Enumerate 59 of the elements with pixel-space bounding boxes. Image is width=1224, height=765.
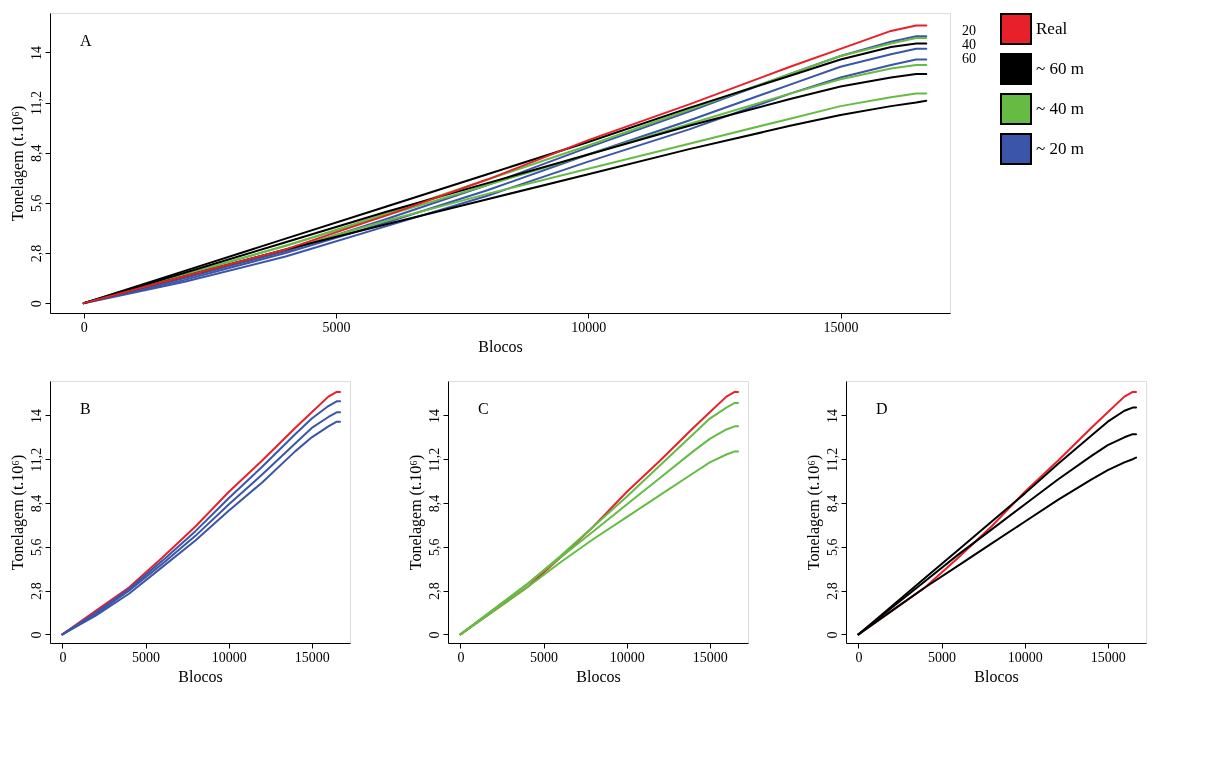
- y-axis-title: Tonelagem (t.10⁶): [406, 454, 425, 571]
- x-tick-label: 0: [457, 649, 465, 665]
- x-tick-label: 10000: [609, 649, 645, 665]
- y-tick-label: 2,8: [824, 582, 840, 600]
- x-tick-label: 5000: [132, 649, 161, 665]
- x-tick-label: 10000: [571, 319, 607, 335]
- y-tick-label: 5,6: [824, 538, 840, 557]
- y-axis-title: Tonelagem (t.10⁶): [804, 454, 823, 571]
- y-tick-label: 8,4: [28, 144, 44, 162]
- y-tick-label: 5,6: [28, 538, 44, 557]
- x-tick-label: 0: [80, 319, 88, 335]
- y-tick-label: 14: [28, 408, 44, 423]
- legend-label: Real: [1036, 19, 1068, 38]
- text: 20: [962, 23, 976, 38]
- y-tick-label: 14: [28, 45, 44, 60]
- legend-label: ~ 60 m: [1036, 59, 1084, 78]
- y-tick-label: 8,4: [824, 494, 840, 513]
- annotation: A: [80, 32, 92, 49]
- x-axis-title: Blocos: [478, 337, 523, 355]
- annotation: C: [478, 400, 489, 417]
- y-tick-label: 2,8: [426, 582, 442, 600]
- y-tick-label: 2,8: [28, 244, 44, 263]
- y-tick-label: 5,6: [28, 194, 44, 213]
- x-tick-label: 15000: [692, 649, 728, 665]
- x-tick-label: 5000: [530, 649, 559, 665]
- x-tick-label: 0: [59, 649, 67, 665]
- x-tick-label: 0: [855, 649, 863, 665]
- y-tick-label: 0: [28, 300, 44, 308]
- legend-label: ~ 20 m: [1036, 139, 1084, 158]
- x-tick-label: 10000: [211, 649, 247, 665]
- x-tick-label: 5000: [322, 319, 351, 335]
- y-tick-label: 11,2: [426, 447, 442, 472]
- text: 60: [962, 51, 976, 66]
- text: 40: [962, 37, 976, 52]
- y-tick-label: 8,4: [28, 494, 44, 513]
- x-tick-label: 10000: [1007, 649, 1043, 665]
- y-tick-label: 14: [824, 408, 840, 423]
- y-tick-label: 14: [426, 408, 442, 423]
- y-tick-label: 11,2: [824, 447, 840, 472]
- x-tick-label: 15000: [1090, 649, 1126, 665]
- x-axis-title: Blocos: [178, 667, 223, 685]
- y-axis-title: Tonelagem (t.10⁶): [8, 105, 27, 222]
- y-tick-label: 11,2: [28, 447, 44, 472]
- x-axis-title: Blocos: [576, 667, 621, 685]
- y-tick-label: 2,8: [28, 582, 44, 600]
- y-tick-label: 11,2: [28, 91, 44, 116]
- legend-label: ~ 40 m: [1036, 99, 1084, 118]
- y-tick-label: 0: [426, 631, 442, 639]
- y-tick-label: 5,6: [426, 538, 442, 557]
- annotation: B: [80, 400, 91, 417]
- x-tick-label: 15000: [294, 649, 330, 665]
- y-axis-title: Tonelagem (t.10⁶): [8, 454, 27, 571]
- x-tick-label: 5000: [928, 649, 957, 665]
- y-tick-label: 8,4: [426, 494, 442, 513]
- annotation: D: [876, 400, 888, 417]
- y-tick-label: 0: [824, 631, 840, 639]
- y-tick-label: 0: [28, 631, 44, 639]
- x-axis-title: Blocos: [974, 667, 1019, 685]
- x-tick-label: 15000: [823, 319, 859, 335]
